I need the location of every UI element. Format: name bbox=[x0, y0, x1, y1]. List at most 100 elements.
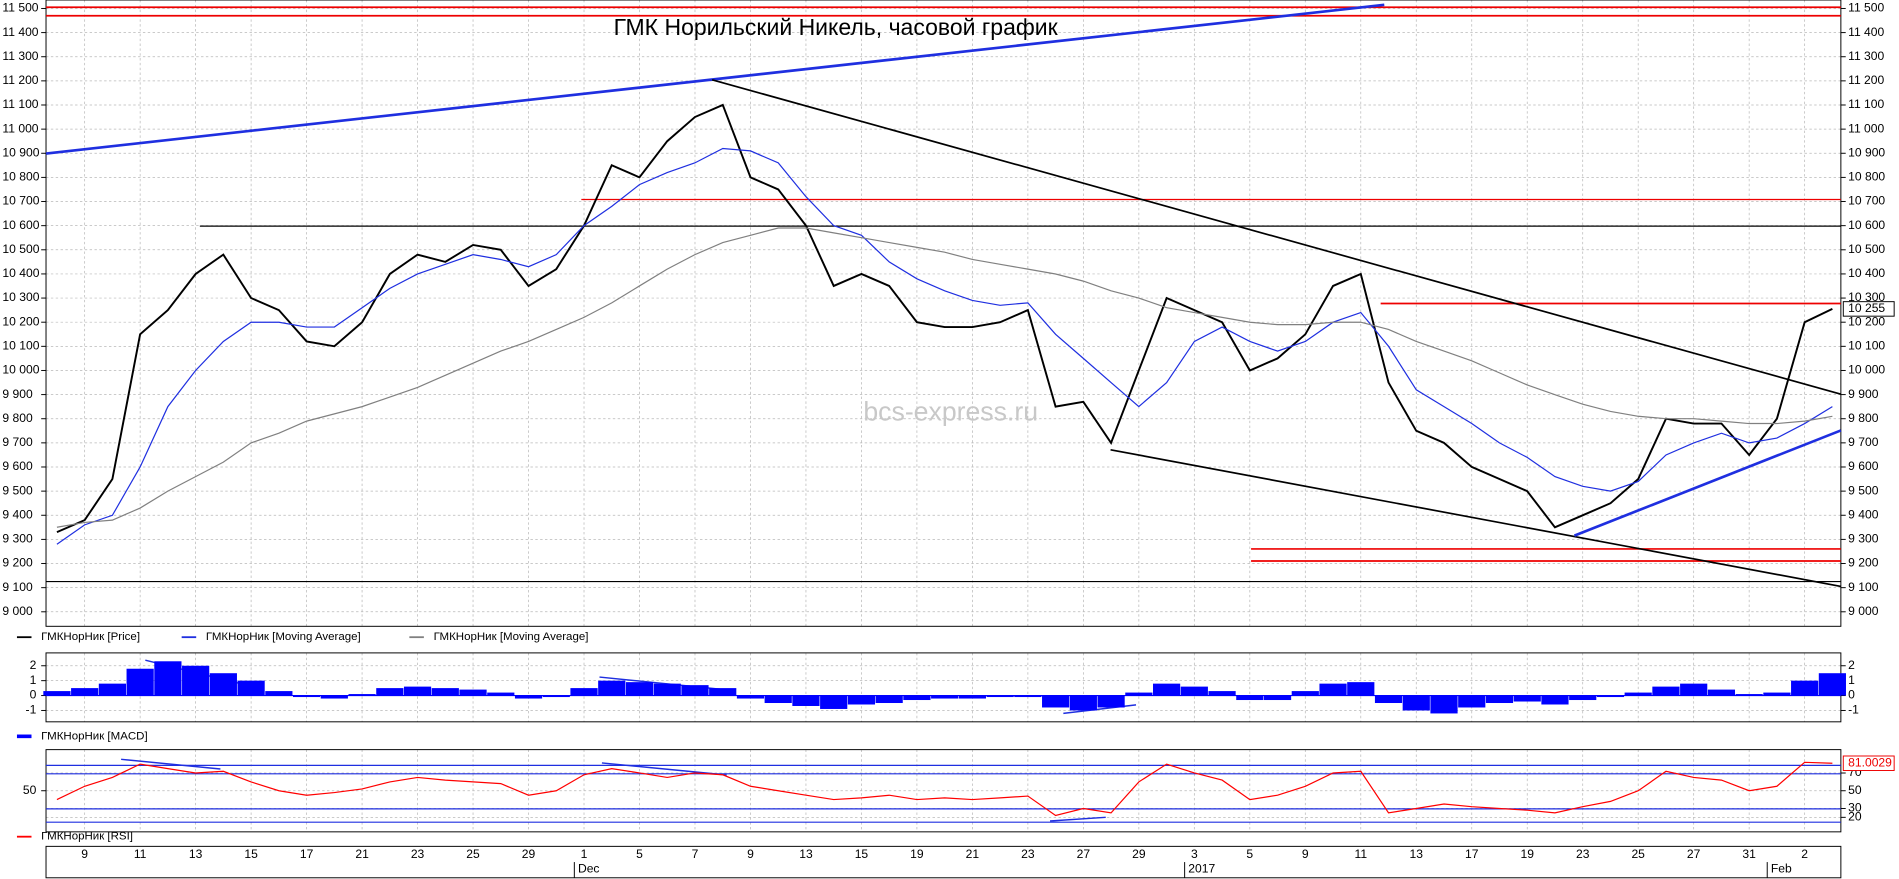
y-tick-label-right: 9 700 bbox=[1848, 435, 1879, 449]
x-tick-label: 13 bbox=[1410, 847, 1424, 861]
x-tick-label: 1 bbox=[581, 847, 588, 861]
macd-bar bbox=[1818, 673, 1846, 696]
macd-bar bbox=[1263, 695, 1292, 701]
last-value-box bbox=[1842, 755, 1895, 771]
macd-bar bbox=[1485, 695, 1514, 704]
macd-bar bbox=[709, 688, 737, 696]
y-tick-label-left: 10 300 bbox=[2, 290, 39, 304]
y-tick-label-left: 10 100 bbox=[2, 339, 39, 353]
y-tick-label-left: 11 000 bbox=[2, 121, 38, 135]
y-tick-label-left: -1 bbox=[26, 703, 37, 717]
series-line bbox=[56, 227, 1833, 528]
x-tick-label: 17 bbox=[300, 847, 314, 861]
y-tick-label-left: 10 600 bbox=[2, 218, 39, 232]
macd-bar bbox=[903, 695, 931, 701]
y-tick-label-left: 9 200 bbox=[2, 556, 33, 570]
macd-bar bbox=[98, 683, 126, 696]
y-tick-label-left: 11 500 bbox=[2, 1, 38, 15]
macd-bar bbox=[1680, 683, 1708, 696]
y-tick-label-left: 9 700 bbox=[2, 435, 33, 449]
x-month-label: Dec bbox=[578, 862, 600, 876]
macd-bar bbox=[625, 682, 654, 696]
y-tick-label-left: 9 100 bbox=[2, 580, 33, 594]
y-tick-label-right: 9 300 bbox=[1848, 532, 1879, 546]
y-tick-label-right: 10 700 bbox=[1848, 194, 1885, 208]
x-tick-label: 5 bbox=[1246, 847, 1253, 861]
macd-bar bbox=[598, 680, 626, 696]
y-tick-label-left: 9 000 bbox=[2, 604, 33, 618]
x-tick-label: 25 bbox=[1631, 847, 1645, 861]
divergence-line bbox=[1049, 816, 1106, 822]
y-tick-label-left: 9 800 bbox=[2, 411, 33, 425]
x-tick-label: 23 bbox=[411, 847, 425, 861]
price-frame bbox=[45, 0, 1842, 627]
y-tick-label-left: 9 900 bbox=[2, 387, 33, 401]
y-tick-label-right: 10 600 bbox=[1848, 218, 1885, 232]
macd-bar bbox=[847, 695, 876, 705]
y-tick-label-right: 11 500 bbox=[1848, 1, 1884, 15]
last-value-box bbox=[1842, 301, 1895, 317]
y-tick-label-right: 10 400 bbox=[1848, 266, 1885, 280]
y-tick-label-right: 11 100 bbox=[1848, 97, 1884, 111]
macd-bar bbox=[1707, 689, 1736, 696]
y-tick-label-left: 1 bbox=[30, 673, 37, 687]
macd-bar bbox=[182, 665, 210, 696]
y-tick-label-left: 0 bbox=[30, 688, 37, 702]
macd-bar bbox=[154, 661, 182, 696]
x-tick-label: 29 bbox=[1132, 847, 1146, 861]
y-tick-label-right: 50 bbox=[1848, 783, 1862, 797]
macd-bar bbox=[237, 680, 265, 696]
y-tick-label-right: 10 000 bbox=[1848, 363, 1885, 377]
x-tick-label: 15 bbox=[855, 847, 869, 861]
y-tick-label-right: 10 800 bbox=[1848, 170, 1885, 184]
y-tick-label-left: 10 500 bbox=[2, 242, 39, 256]
y-tick-label-right: 10 200 bbox=[1848, 314, 1885, 328]
x-tick-label: 17 bbox=[1465, 847, 1479, 861]
y-tick-label-right: 11 200 bbox=[1848, 73, 1884, 87]
macd-bar bbox=[1236, 695, 1264, 701]
macd-bar bbox=[986, 695, 1014, 698]
macd-bar bbox=[71, 688, 99, 696]
x-tick-label: 9 bbox=[81, 847, 88, 861]
macd-bar bbox=[1430, 695, 1458, 714]
y-tick-label-right: 9 800 bbox=[1848, 411, 1879, 425]
y-tick-label-left: 11 100 bbox=[2, 97, 38, 111]
legend-label: ГМКНорНик [RSI] bbox=[41, 831, 133, 843]
y-tick-label-right: 9 600 bbox=[1848, 459, 1879, 473]
y-tick-label-right: 20 bbox=[1848, 810, 1862, 824]
x-tick-label: 3 bbox=[1191, 847, 1198, 861]
last-value-label: 81.0029 bbox=[1848, 755, 1892, 769]
y-tick-label-right: 9 500 bbox=[1848, 483, 1879, 497]
x-tick-label: 19 bbox=[910, 847, 924, 861]
macd-bar bbox=[1763, 692, 1791, 696]
y-tick-label-right: 0 bbox=[1848, 688, 1855, 702]
macd-bar bbox=[209, 673, 237, 696]
y-tick-label-right: 1 bbox=[1848, 673, 1855, 687]
x-tick-label: 11 bbox=[134, 847, 147, 861]
y-tick-label-left: 2 bbox=[30, 658, 37, 672]
macd-bar bbox=[570, 688, 598, 696]
legend-label: ГМКНорНик [Moving Average] bbox=[206, 631, 361, 643]
y-tick-label-left: 9 300 bbox=[2, 532, 33, 546]
macd-bar bbox=[1291, 691, 1319, 696]
x-month-label: Feb bbox=[1771, 862, 1792, 876]
macd-bar bbox=[736, 695, 765, 699]
y-tick-label-left: 10 900 bbox=[2, 145, 39, 159]
x-tick-label: 15 bbox=[244, 847, 258, 861]
macd-bar bbox=[820, 695, 848, 709]
macd-bar bbox=[958, 695, 986, 699]
y-tick-label-left: 10 800 bbox=[2, 170, 39, 184]
legend-label: ГМКНорНик [MACD] bbox=[41, 730, 147, 742]
y-tick-label-left: 10 700 bbox=[2, 194, 39, 208]
x-tick-label: 7 bbox=[692, 847, 699, 861]
y-tick-label-left: 11 200 bbox=[2, 73, 38, 87]
x-tick-label: 9 bbox=[747, 847, 754, 861]
macd-bar bbox=[431, 688, 459, 696]
series-line bbox=[56, 761, 1833, 817]
x-tick-label: 5 bbox=[636, 847, 643, 861]
macd-bar bbox=[1513, 695, 1541, 702]
macd-bar bbox=[43, 691, 71, 696]
macd-bar bbox=[403, 686, 432, 696]
macd-bar bbox=[1569, 695, 1597, 701]
